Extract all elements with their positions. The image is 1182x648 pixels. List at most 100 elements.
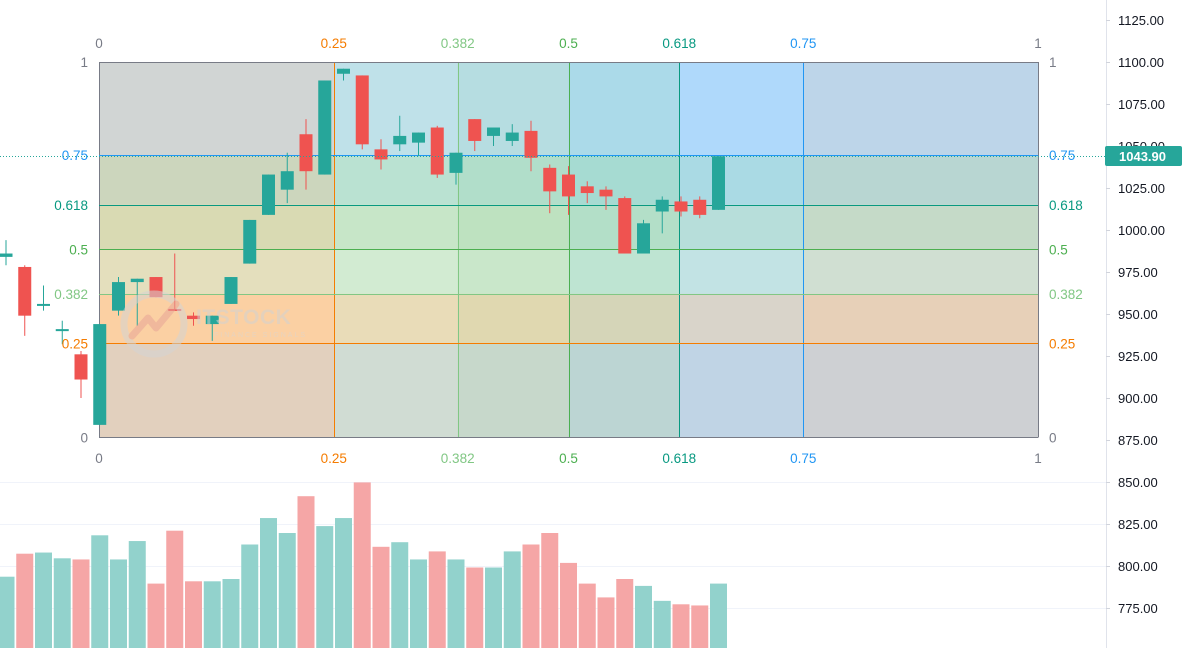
candle: [412, 132, 425, 157]
candle-body: [205, 315, 219, 325]
fib-time-zone-fill: [457, 293, 569, 344]
fib-time-label-top: 0.5: [559, 36, 578, 51]
candle-body: [318, 80, 332, 175]
candle-body: [468, 119, 482, 141]
fib-price-label-left: 0.382: [54, 287, 88, 302]
candle-body: [299, 134, 313, 172]
volume-bar: [485, 567, 502, 648]
candles[interactable]: [0, 68, 725, 425]
fib-price-zone-fill: [333, 343, 458, 438]
volume-bar: [710, 583, 727, 648]
fib-time-label-bottom: 0: [95, 451, 103, 466]
fib-time-label-top: 1: [1034, 36, 1042, 51]
fib-price-zone-fill: [568, 249, 680, 294]
volume-bar: [316, 526, 334, 648]
fib-price-zone-fill: [568, 293, 680, 344]
fib-time-label-bottom: 0.5: [559, 451, 578, 466]
price-axis-label: 925.00: [1118, 349, 1158, 364]
fib-zone-lines: [99, 62, 1039, 438]
fib-time-zone-fill: [679, 343, 804, 438]
candle: [112, 277, 125, 316]
fib-time-zone-fill: [568, 293, 680, 344]
candle-body: [112, 282, 125, 311]
candle: [0, 240, 13, 266]
volume-bar: [541, 533, 559, 648]
volume-bar: [578, 583, 596, 648]
candle: [393, 115, 407, 152]
candle-body: [524, 130, 538, 158]
fib-price-zone-fill: [457, 204, 569, 250]
candle-body: [93, 324, 107, 425]
price-axis-label: 775.00: [1118, 601, 1158, 616]
fib-labels: 00 0.25 0.25 0.382 0.382 0.5 0.5 0.618 0.618 0.75…: [54, 36, 1083, 466]
fib-price-label-right: 0.618: [1049, 198, 1083, 213]
volume-bar: [372, 546, 390, 648]
volume-bar: [72, 559, 90, 648]
volume-bar: [297, 496, 315, 648]
volume-bar: [35, 552, 52, 648]
last-price-label: 1043.90: [1119, 149, 1166, 164]
candle: [543, 164, 557, 214]
price-axis[interactable]: 1125.001100.001075.001050.001025.001000.…: [1106, 13, 1165, 616]
fib-price-label-right: 0.25: [1049, 336, 1075, 351]
candle-body: [355, 75, 369, 145]
candle: [337, 68, 350, 81]
fib-time-label-top: 0.618: [662, 36, 696, 51]
candle-body: [55, 329, 69, 332]
volume-bar: [110, 559, 127, 648]
volume-bar: [447, 559, 465, 648]
candle-body: [580, 186, 594, 194]
price-axis-label: 1075.00: [1118, 97, 1165, 112]
fib-price-zone-fill: [333, 293, 458, 344]
fib-time-label-bottom: 0.618: [662, 451, 696, 466]
candle-body: [712, 156, 725, 210]
candle: [505, 124, 519, 146]
candle-body: [130, 278, 144, 283]
candle-body: [505, 132, 519, 141]
candle: [374, 139, 388, 170]
price-axis-label: 1000.00: [1118, 223, 1165, 238]
fib-price-zone-fill: [803, 155, 1038, 205]
candle: [318, 80, 332, 175]
fib-price-zone-fill: [457, 293, 569, 344]
fib-time-label-top: 0.75: [790, 36, 816, 51]
volume-bar: [128, 541, 146, 648]
fib-price-zone-fill: [568, 62, 680, 156]
fib-time-zone-fill: [679, 293, 804, 344]
candle: [449, 152, 463, 185]
candle: [299, 119, 313, 190]
volume-bar: [353, 482, 371, 648]
fib-time-label-top: 0.25: [321, 36, 347, 51]
candle: [674, 196, 688, 217]
volume-bar: [410, 559, 427, 648]
fib-price-zone-fill: [333, 249, 458, 294]
watermark: ITSTOCK FINANCE SIGNALS: [118, 288, 358, 360]
fib-time-zone-fill: [99, 155, 334, 205]
fib-price-zone-fill: [803, 249, 1038, 294]
candle-body: [430, 127, 444, 175]
candle-body: [262, 174, 275, 215]
fib-price-label-right: 0.382: [1049, 287, 1083, 302]
price-axis-label: 975.00: [1118, 265, 1158, 280]
fib-price-label-left: 0: [80, 430, 88, 445]
candle-body: [655, 199, 669, 212]
fib-time-zone-fill: [333, 343, 458, 438]
fib-time-zone-fill: [803, 249, 1038, 294]
candle-body: [280, 171, 294, 190]
volume-bar: [185, 581, 202, 648]
volume-bar: [466, 567, 484, 648]
fib-price-zone-fill: [99, 343, 334, 438]
volume-bar: [260, 518, 277, 648]
fib-price-label-left: 0.25: [62, 336, 88, 351]
fib-time-zone-fill: [803, 293, 1038, 344]
price-axis-label: 1100.00: [1118, 55, 1164, 70]
candle-body: [674, 201, 688, 212]
volume-bar: [597, 597, 615, 648]
fib-time-zone-fill: [679, 249, 804, 294]
candle: [74, 350, 88, 398]
volume-bar: [503, 551, 521, 648]
price-axis-label: 950.00: [1118, 307, 1158, 322]
price-axis-label: 800.00: [1118, 559, 1158, 574]
